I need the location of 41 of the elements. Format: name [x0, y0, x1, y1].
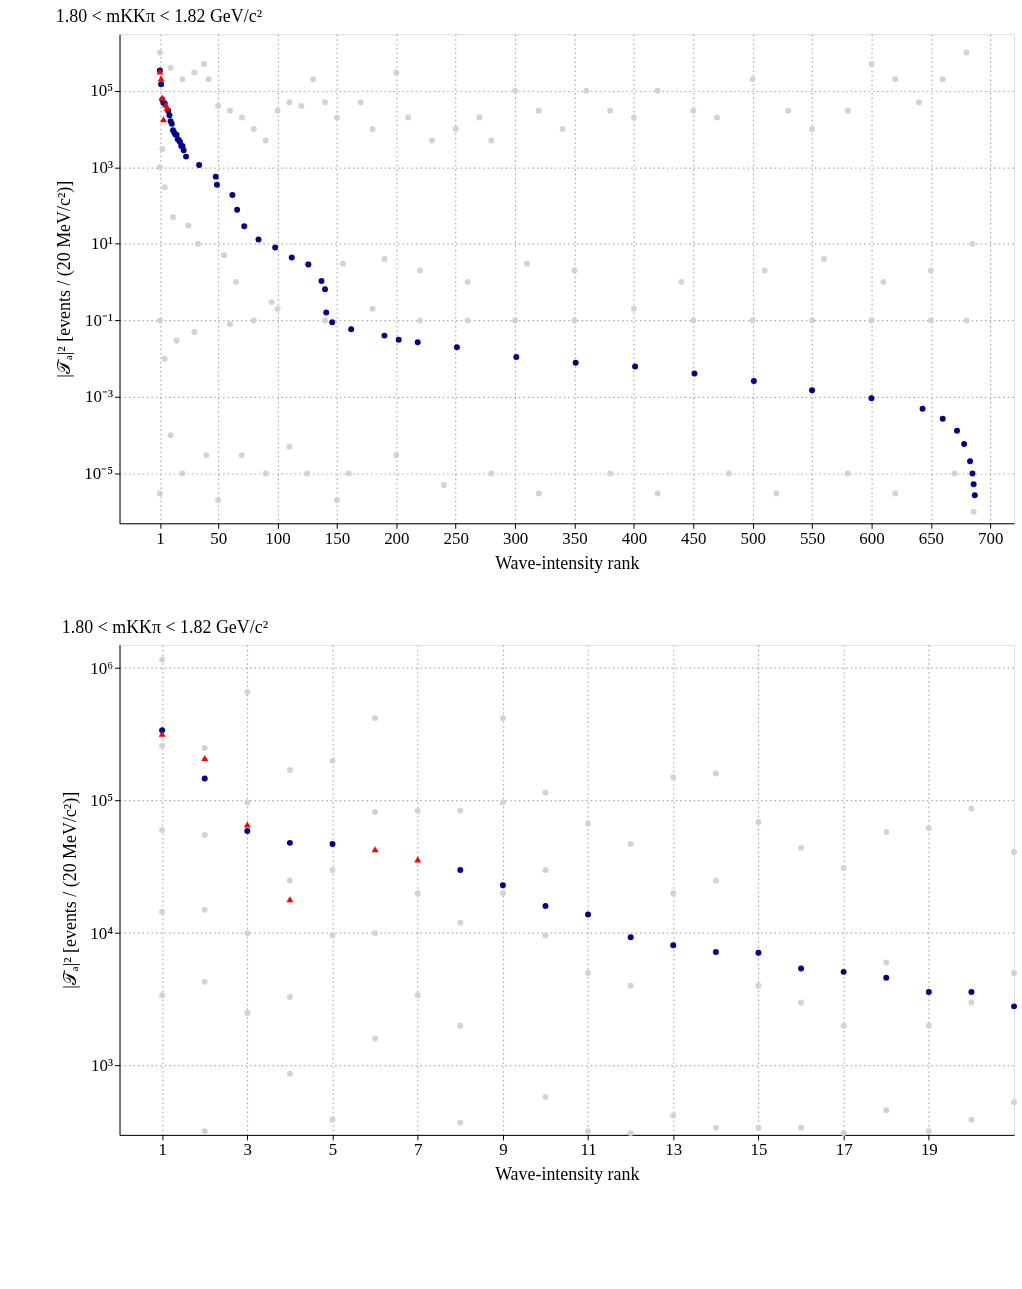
y-tick-label: 10⁻¹: [85, 310, 114, 330]
x-tick-label: 500: [740, 528, 766, 548]
x-tick-label: 650: [918, 528, 945, 548]
x-tick-label: 13: [665, 1140, 683, 1160]
y-tick-label: 10¹: [91, 234, 114, 254]
x-tick-label: 250: [443, 528, 469, 548]
x-tick-label: 9: [499, 1140, 508, 1160]
x-tick-label: 11: [580, 1140, 597, 1160]
y-tick-label: 10⁻⁵: [84, 463, 114, 483]
x-axis-title: Wave-intensity rank: [495, 1164, 640, 1185]
x-tick-label: 350: [562, 528, 588, 548]
x-tick-label: 3: [243, 1140, 253, 1160]
x-tick-label: 5: [328, 1140, 338, 1160]
x-tick-label: 15: [750, 1140, 768, 1160]
x-tick-label: 600: [859, 528, 885, 548]
y-axis-title: |𝒯ₐ|² [events / (20 MeV/c²)]: [60, 791, 82, 989]
x-tick-label: 17: [835, 1140, 853, 1160]
x-tick-label: 300: [502, 528, 529, 548]
x-tick-label: 150: [324, 528, 351, 548]
y-tick-label: 10³: [91, 1056, 114, 1076]
y-tick-label: 10⁴: [90, 923, 114, 943]
x-tick-label: 700: [978, 528, 1004, 548]
y-tick-label: 10³: [91, 157, 114, 177]
y-tick-label: 10⁶: [90, 658, 114, 678]
x-axis-title: Wave-intensity rank: [495, 552, 640, 573]
y-axis-title: |𝒯ₐ|² [events / (20 MeV/c²)]: [54, 180, 76, 378]
x-tick-label: 50: [210, 528, 228, 548]
x-tick-label: 19: [920, 1140, 938, 1160]
x-tick-label: 200: [384, 528, 410, 548]
chart-title: 1.80 < mKKπ < 1.82 GeV/c²: [55, 6, 263, 27]
y-tick-label: 10⁻³: [85, 387, 114, 407]
y-tick-label: 10⁵: [90, 791, 114, 811]
x-tick-label: 100: [265, 528, 291, 548]
x-tick-label: 450: [681, 528, 707, 548]
x-tick-label: 7: [413, 1140, 423, 1160]
x-tick-label: 400: [621, 528, 648, 548]
x-tick-label: 1: [158, 1140, 167, 1160]
chart-title: 1.80 < mKKπ < 1.82 GeV/c²: [61, 616, 269, 637]
y-tick-label: 10⁵: [90, 81, 114, 101]
x-tick-label: 1: [156, 528, 165, 548]
x-tick-label: 550: [799, 528, 826, 548]
